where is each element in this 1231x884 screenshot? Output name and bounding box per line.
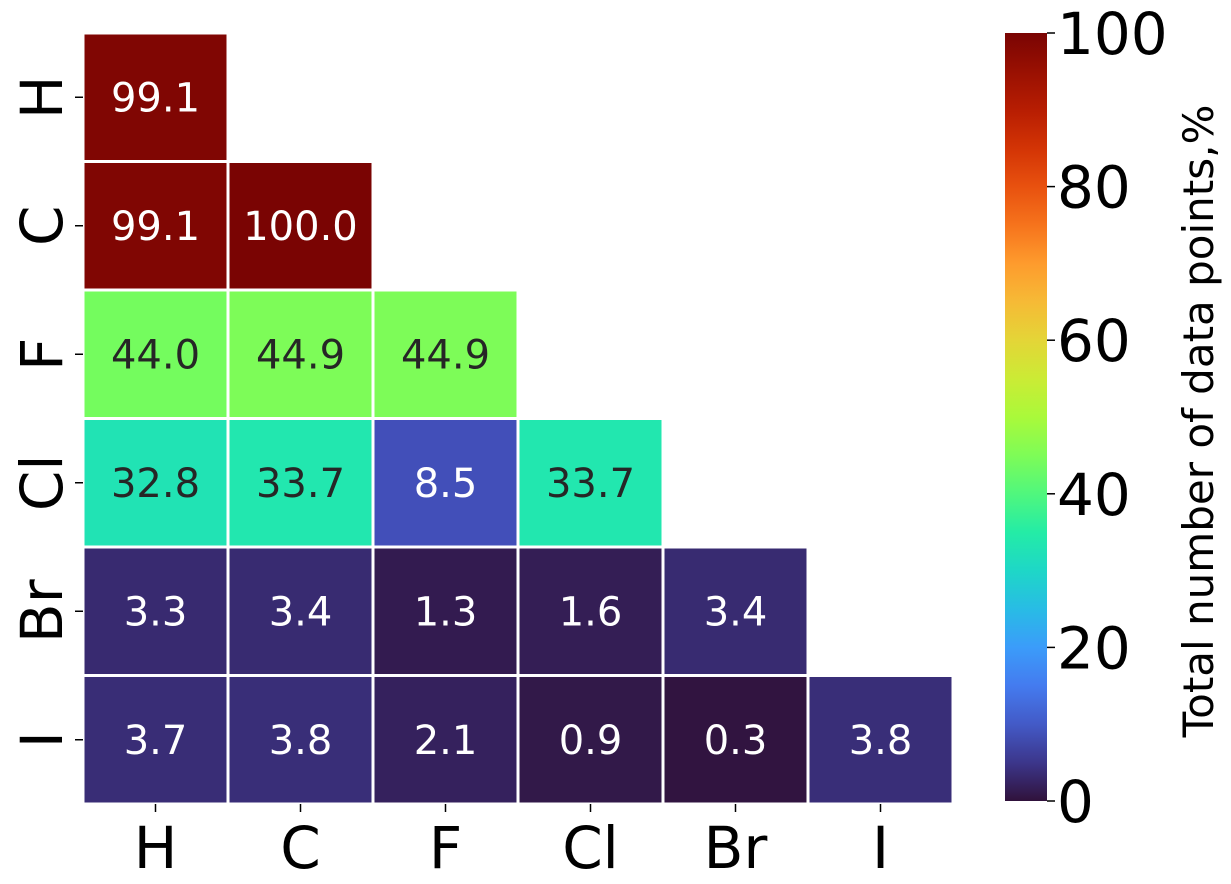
heatmap-cell-Br-Cl	[518, 547, 663, 676]
y-tick-label-C: C	[8, 206, 76, 247]
heatmap-cell-I-C	[228, 675, 373, 804]
colorbar-tick-label-80: 80	[1057, 154, 1131, 222]
heatmap-cell-Br-C	[228, 547, 373, 676]
x-tick-label-Cl: Cl	[562, 814, 619, 882]
cell-value-label-F-C: 44.9	[256, 332, 345, 378]
cell-value-label-Br-C: 3.4	[269, 589, 333, 635]
colorbar-gradient	[1005, 33, 1047, 801]
cell-value-label-I-C: 3.8	[269, 718, 333, 764]
cell-value-label-Br-Cl: 1.6	[559, 589, 623, 635]
cell-value-label-Cl-F: 8.5	[414, 461, 478, 507]
x-tick-label-I: I	[872, 814, 889, 882]
heatmap-cell-F-C	[228, 290, 373, 419]
heatmap-cells: 99.1 99.1 100.0 44.0 44.9 44.9 32.8 33.7 8.5 33.7…	[83, 33, 953, 804]
cell-value-label-F-F: 44.9	[401, 332, 490, 378]
heatmap-cell-I-H	[83, 675, 228, 804]
colorbar-tick-label-0: 0	[1057, 768, 1094, 836]
cell-value-label-Br-Br: 3.4	[704, 589, 768, 635]
cell-value-label-I-F: 2.1	[414, 718, 478, 764]
x-tick-label-C: C	[280, 814, 321, 882]
x-tick-label-F: F	[429, 814, 462, 882]
heatmap-cell-Cl-C	[228, 418, 373, 547]
heatmap-cell-Br-Br	[663, 547, 808, 676]
cell-value-label-H-H: 99.1	[111, 75, 200, 121]
cell-value-label-I-Cl: 0.9	[559, 718, 623, 764]
y-tick-label-I: I	[8, 731, 76, 748]
colorbar-tick-label-40: 40	[1057, 461, 1131, 529]
colorbar-tick-label-100: 100	[1057, 0, 1168, 68]
heatmap-cell-Br-F	[373, 547, 518, 676]
cell-value-label-I-Br: 0.3	[704, 718, 768, 764]
y-tick-label-H: H	[8, 75, 76, 119]
heatmap-cell-C-H	[83, 161, 228, 290]
heatmap-cell-Br-H	[83, 547, 228, 676]
heatmap-cell-F-H	[83, 290, 228, 419]
heatmap-cell-Cl-F	[373, 418, 518, 547]
y-tick-label-Br: Br	[8, 579, 76, 643]
cell-value-label-Cl-C: 33.7	[256, 461, 345, 507]
cell-value-label-Cl-H: 32.8	[111, 461, 200, 507]
colorbar-label: Total number of data points,%	[1174, 105, 1223, 739]
cell-value-label-I-I: 3.8	[849, 718, 913, 764]
y-tick-label-Cl: Cl	[8, 454, 76, 511]
heatmap-cell-H-H	[83, 33, 228, 162]
heatmap-cell-Cl-Cl	[518, 418, 663, 547]
heatmap-cell-C-C	[228, 161, 373, 290]
cell-value-label-Cl-Cl: 33.7	[546, 461, 635, 507]
x-axis: H C F Cl Br I	[134, 804, 889, 882]
colorbar-tick-label-60: 60	[1057, 307, 1131, 375]
cell-value-label-Br-H: 3.3	[124, 589, 188, 635]
cell-value-label-C-C: 100.0	[243, 204, 358, 250]
heatmap-cell-I-Br	[663, 675, 808, 804]
heatmap-cell-F-F	[373, 290, 518, 419]
heatmap-cell-I-Cl	[518, 675, 663, 804]
cell-value-label-Br-F: 1.3	[414, 589, 478, 635]
heatmap-cell-I-I	[808, 675, 953, 804]
cell-value-label-C-H: 99.1	[111, 204, 200, 250]
y-tick-label-F: F	[8, 338, 76, 371]
y-axis: H C F Cl Br I	[8, 75, 83, 748]
x-tick-label-Br: Br	[704, 814, 768, 882]
cell-value-label-F-H: 44.0	[111, 332, 200, 378]
cell-value-label-I-H: 3.7	[124, 718, 188, 764]
heatmap-cell-I-F	[373, 675, 518, 804]
colorbar-tick-label-20: 20	[1057, 614, 1131, 682]
heatmap-cell-Cl-H	[83, 418, 228, 547]
x-tick-label-H: H	[134, 814, 178, 882]
